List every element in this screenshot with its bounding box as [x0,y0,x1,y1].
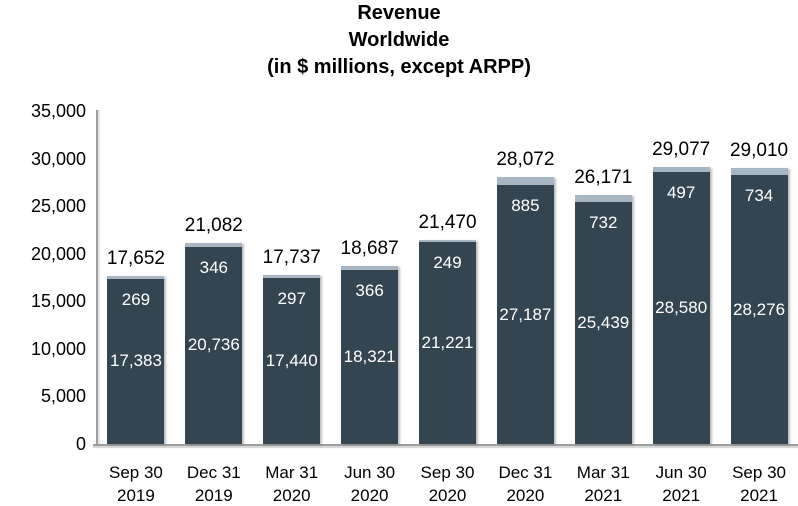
x-axis-category-year: 2019 [117,486,155,505]
x-axis-category-year: 2020 [272,486,311,505]
bar-segment-base [574,201,632,444]
chart-title: Revenue Worldwide (in $ millions, except… [0,0,798,81]
x-axis-category-label: Dec 31 2019 [175,461,253,506]
cap-segment-value-label: 885 [511,196,540,216]
y-axis-tick-label: 10,000 [30,338,86,359]
x-axis-category-label: Dec 31 2020 [486,461,564,506]
bar-total-label: 21,470 [418,211,477,233]
y-axis-tick-label: 0 [75,434,86,454]
bar-segment-top-cap [574,195,632,202]
bar-total-label: 17,737 [262,247,321,269]
cap-segment-value-label: 297 [277,289,306,309]
x-axis-category-label: Mar 31 2021 [564,461,642,506]
base-segment-value-label: 25,439 [577,312,630,332]
bar-total-label: 21,082 [184,215,243,237]
cap-segment-value-label: 249 [433,253,462,273]
x-axis-category-date: Mar 31 [576,463,630,482]
chart-title-line3: (in $ millions, except ARPP) [267,56,531,78]
x-axis-category-label: Jun 30 2021 [642,461,720,506]
y-axis-tick-label: 25,000 [30,196,86,217]
bar-mar31-2021: 732 25,439 [574,195,632,444]
cap-segment-value-label: 732 [589,212,618,232]
bar-segment-top-cap [730,168,788,175]
bar-sep30-2020: 249 21,221 [419,239,476,444]
bar-jun30-2021: 497 28,580 [652,167,710,444]
bar-total-label: 26,171 [574,167,633,189]
x-axis-category-date: Dec 31 [498,463,553,482]
x-axis-category-date: Jun 30 [655,463,707,482]
bar-sep30-2019: 269 17,383 [107,276,165,444]
base-segment-value-label: 17,383 [109,351,162,371]
bar-segment-top-cap [185,243,243,247]
x-axis-category-date: Sep 30 [420,463,475,482]
base-segment-value-label: 20,736 [187,335,240,355]
bar-segment-base [652,172,710,444]
cap-segment-value-label: 366 [355,280,384,300]
bar-segment-top-cap [107,276,165,279]
x-axis-category-label: Sep 30 2019 [97,461,175,506]
bar-segment-base [341,269,399,444]
bar-segment-base [263,278,321,444]
x-axis-category-label: Mar 31 2020 [253,461,331,506]
base-segment-value-label: 21,221 [421,333,474,353]
x-axis-category-date: Dec 31 [186,463,241,482]
x-axis-category-date: Mar 31 [265,463,319,482]
bar-dec31-2020: 885 27,187 [496,176,554,444]
x-axis-category-year: 2021 [740,486,778,505]
bar-segment-top-cap [652,167,710,173]
y-axis-line [96,110,98,446]
x-axis-category-year: 2021 [662,486,701,505]
bar-segment-top-cap [496,176,554,186]
cap-segment-value-label: 497 [666,183,696,203]
x-axis-line [93,444,798,446]
bar-segment-base [730,174,788,444]
base-segment-value-label: 28,276 [733,299,786,319]
bar-mar31-2020: 297 17,440 [263,275,321,444]
bar-segment-base [419,242,476,444]
cap-segment-value-label: 269 [121,289,151,309]
bar-jun30-2020: 366 18,321 [341,266,399,444]
x-axis-category-year: 2020 [350,486,389,505]
cap-segment-value-label: 734 [744,185,774,205]
bar-total-label: 28,072 [496,148,555,170]
bar-segment-base [496,185,554,444]
bar-segment-top-cap [419,239,476,243]
bar-total-label: 29,077 [652,139,711,161]
bar-segment-base [107,278,165,444]
y-axis-tick-label: 35,000 [30,101,86,121]
x-axis-category-date: Jun 30 [344,463,396,482]
cap-segment-value-label: 346 [199,257,229,277]
bar-segment-top-cap [263,275,321,279]
y-axis-tick-label: 20,000 [30,243,86,264]
bar-total-label: 18,687 [340,238,399,260]
bar-total-label: 17,652 [106,248,165,270]
bar-segment-top-cap [341,266,399,270]
x-axis-category-label: Jun 30 2020 [331,461,409,506]
base-segment-value-label: 27,187 [499,304,552,324]
bar-sep30-2021: 734 28,276 [730,168,788,444]
x-axis-category-year: 2021 [584,486,623,505]
y-axis-tick-label: 15,000 [30,291,86,312]
chart-title-line2: Worldwide [348,29,450,51]
base-segment-value-label: 28,580 [655,298,708,318]
x-axis-category-year: 2020 [428,486,467,505]
x-axis-category-label: Sep 30 2020 [409,461,487,506]
bar-total-label: 29,010 [729,140,789,161]
bar-segment-base [185,246,243,444]
x-axis-category-date: Sep 30 [732,463,786,482]
base-segment-value-label: 18,321 [343,346,396,366]
x-axis-category-year: 2019 [194,486,233,505]
x-axis-category-label: Sep 30 2021 [720,461,798,506]
x-axis-category-year: 2020 [506,486,545,505]
y-axis-tick-label: 5,000 [40,386,86,407]
chart-title-line1: Revenue [357,2,441,24]
bar-dec31-2019: 346 20,736 [185,243,243,444]
y-axis-tick-label: 30,000 [30,148,86,169]
base-segment-value-label: 17,440 [265,351,318,371]
x-axis-category-date: Sep 30 [108,463,163,482]
